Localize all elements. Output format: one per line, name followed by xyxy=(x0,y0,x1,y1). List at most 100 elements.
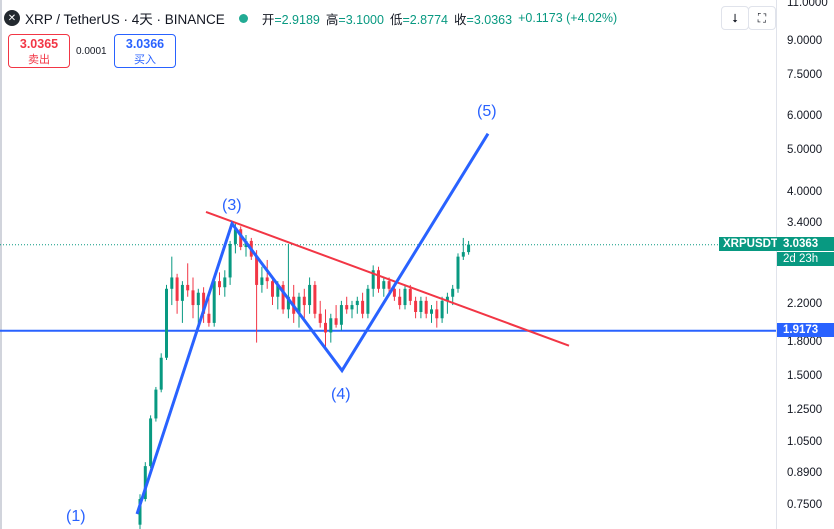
xrp-logo-icon: ✕ xyxy=(4,10,20,26)
candle-body xyxy=(377,270,380,289)
candle-body xyxy=(186,284,190,291)
buy-label: 买入 xyxy=(134,54,156,66)
price-axis-tick: 3.4000 xyxy=(787,216,823,229)
candle-body xyxy=(414,300,418,312)
price-axis-tick: 1.5000 xyxy=(787,369,823,382)
price-axis-tick: 1.0500 xyxy=(787,436,823,449)
sell-button[interactable]: 3.0365 卖出 xyxy=(8,34,70,68)
left-toolbar-edge xyxy=(0,0,2,529)
wave-label-1: (1) xyxy=(66,508,86,525)
candle-body xyxy=(180,284,184,301)
candle-body xyxy=(233,229,237,244)
price-axis-tick: 2.2000 xyxy=(787,298,823,311)
candle-body xyxy=(228,243,232,278)
price-tag-symbol: XRPUSDT xyxy=(719,236,782,251)
candle-body xyxy=(430,309,433,314)
candle-body xyxy=(318,313,322,323)
market-status-icon xyxy=(238,13,248,23)
change-value: +0.1173 (+4.02%) xyxy=(518,11,618,25)
candle-body xyxy=(392,288,396,297)
candle-body xyxy=(271,281,274,297)
price-axis-tick: 0.7500 xyxy=(787,499,823,512)
price-axis-tick: 0.8900 xyxy=(787,467,823,480)
candle-body xyxy=(212,281,216,323)
candle-body xyxy=(308,284,312,306)
buy-button[interactable]: 3.0366 买入 xyxy=(114,34,176,68)
candle-body xyxy=(424,300,428,314)
descending-trendline xyxy=(205,210,570,347)
candlestick-plot[interactable] xyxy=(0,0,776,529)
close-value: =3.0363 xyxy=(466,12,513,27)
candle-body xyxy=(387,281,391,289)
candle-body xyxy=(361,300,365,314)
candle-body xyxy=(207,313,211,323)
price-axis-tick: 4.0000 xyxy=(787,186,823,199)
price-tag-value: 3.0363 xyxy=(777,236,834,251)
candle-body xyxy=(371,270,375,289)
candle-body xyxy=(329,318,333,333)
low-label: 低 xyxy=(389,12,403,27)
sell-label: 卖出 xyxy=(28,54,50,66)
candle-body xyxy=(265,277,269,282)
price-axis-tick: 1.8000 xyxy=(787,335,823,348)
candle-body xyxy=(445,296,449,301)
candle-body xyxy=(456,256,460,289)
price-axis-tick: 7.5000 xyxy=(787,68,823,81)
price-axis-tick: 5.0000 xyxy=(787,144,823,157)
candle-body xyxy=(191,290,195,306)
candle-body xyxy=(440,300,444,319)
wave-label-3: (3) xyxy=(222,197,242,214)
wave-label-4: (4) xyxy=(331,386,351,403)
candle-body xyxy=(302,296,306,306)
candle-body xyxy=(435,309,439,319)
wave-label-5: (5) xyxy=(477,103,497,120)
candle-body xyxy=(170,277,174,289)
price-axis-tick: 11.0000 xyxy=(787,0,828,9)
close-label: 收 xyxy=(454,12,467,27)
candle-body xyxy=(467,244,471,253)
high-label: 高 xyxy=(325,12,339,27)
low-value: =2.8774 xyxy=(402,12,448,27)
candle-body xyxy=(138,499,142,525)
candle-body xyxy=(408,288,412,301)
candle-body xyxy=(281,284,285,310)
candle-body xyxy=(149,418,153,467)
candle-body xyxy=(143,466,147,500)
sell-price: 3.0365 xyxy=(19,37,59,51)
elliott-wave-path xyxy=(135,132,490,515)
candle-body xyxy=(154,389,158,419)
candle-body xyxy=(461,252,465,257)
candle-body xyxy=(324,322,327,333)
candle-body xyxy=(202,292,206,314)
candle-body xyxy=(175,277,179,301)
candle-body xyxy=(196,292,200,306)
price-axis-tick: 1.2500 xyxy=(787,403,823,416)
candle-body xyxy=(339,305,343,325)
candle-body xyxy=(334,318,338,325)
fullscreen-icon[interactable]: ⛶ xyxy=(748,6,776,30)
candle-body xyxy=(223,277,227,288)
symbol-header: ✕ XRP / TetherUS · 4天 · BINANCE 开=2.9189… xyxy=(4,6,617,30)
candle-body xyxy=(218,281,221,288)
open-label: 开 xyxy=(261,12,275,27)
price-axis-tick: 6.0000 xyxy=(787,110,823,123)
high-value: =3.1000 xyxy=(338,12,384,27)
candle-body xyxy=(313,284,317,314)
candle-body xyxy=(165,288,168,358)
price-tag-countdown: 2d 23h xyxy=(777,251,834,266)
symbol-title[interactable]: XRP / TetherUS · 4天 · BINANCE xyxy=(25,12,225,27)
spread-value: 0.0001 xyxy=(76,46,107,57)
price-axis-tick: 9.0000 xyxy=(787,34,823,47)
candle-body xyxy=(276,284,280,297)
support-level-tag: 1.9173 xyxy=(777,322,834,337)
candle-body xyxy=(403,288,407,306)
arrow-down-icon[interactable]: ⭣ xyxy=(721,6,749,30)
candle-body xyxy=(159,357,163,390)
candle-body xyxy=(345,305,349,310)
candle-body xyxy=(255,256,259,285)
buy-price: 3.0366 xyxy=(125,37,165,51)
candle-body xyxy=(239,229,243,248)
candle-body xyxy=(355,300,359,306)
candle-body xyxy=(366,288,370,314)
